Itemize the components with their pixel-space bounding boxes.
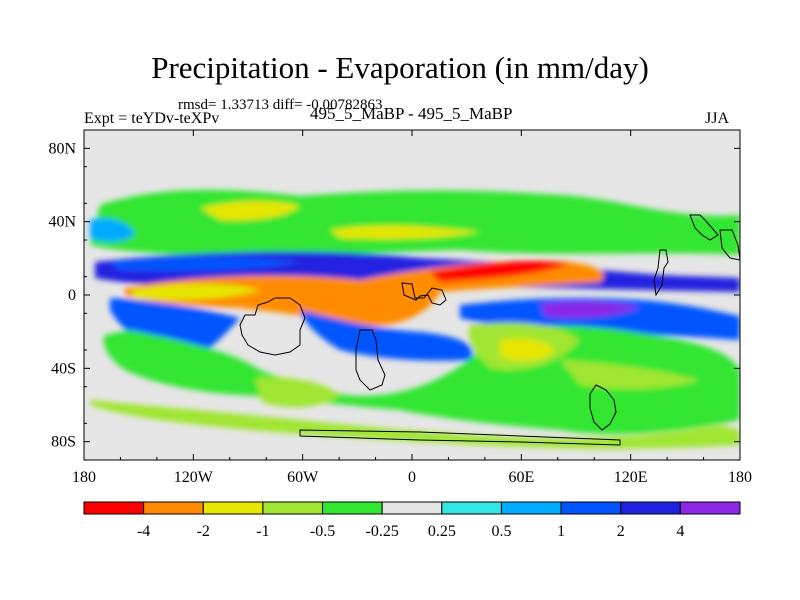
- colorbar-label: -0.25: [366, 523, 399, 540]
- contour-fill: [90, 189, 740, 449]
- colorbar-swatch: [441, 501, 502, 515]
- colorbar-label: 0.5: [491, 523, 511, 540]
- colorbar-label: -1: [256, 523, 269, 540]
- x-tick-label: 0: [408, 469, 416, 486]
- x-tick-label: 60W: [287, 469, 319, 486]
- x-tick-label: 180: [728, 469, 752, 486]
- y-tick-label: 0: [68, 287, 76, 304]
- colorbar-swatch: [560, 501, 622, 515]
- colorbar-swatch: [500, 501, 562, 515]
- colorbar-label: -0.5: [310, 523, 335, 540]
- y-tick-label: 80S: [51, 434, 76, 451]
- x-tick-label: 180: [72, 469, 96, 486]
- colorbar-label: 0.25: [428, 523, 456, 540]
- colorbar-label: 1: [557, 523, 565, 540]
- x-axis-ticks: 180 120W 60W 0 60E 120E 180: [72, 130, 752, 486]
- continent-outlines: [239, 214, 740, 446]
- colorbar-label: -4: [137, 523, 150, 540]
- colorbar-swatch: [381, 501, 443, 515]
- y-tick-label: 40S: [51, 360, 76, 377]
- chart-title: Precipitation - Evaporation (in mm/day): [151, 50, 649, 85]
- map-field: [84, 130, 740, 460]
- colorbar: -4 -2 -1 -0.5 -0.25 0.25 0.5 1 2 4: [83, 501, 741, 540]
- colorbar-label: -2: [197, 523, 210, 540]
- experiment-label: Expt = teYDv-teXPv: [84, 110, 220, 127]
- season-label: JJA: [705, 110, 730, 127]
- colorbar-swatch: [83, 501, 145, 515]
- y-tick-label: 80N: [48, 140, 76, 157]
- colorbar-swatch: [322, 501, 383, 515]
- colorbar-swatch: [143, 501, 204, 515]
- y-axis-ticks: 80N 40N 0 40S 80S: [48, 140, 740, 451]
- colorbar-label: 2: [617, 523, 625, 540]
- x-tick-label: 120W: [174, 469, 214, 486]
- colorbar-swatch: [202, 501, 264, 515]
- colorbar-swatch: [679, 501, 741, 515]
- x-tick-label: 120E: [614, 469, 648, 486]
- y-tick-label: 40N: [48, 214, 76, 231]
- colorbar-swatch: [262, 501, 324, 515]
- case-label: 495_5_MaBP - 495_5_MaBP: [310, 104, 513, 123]
- colorbar-swatch: [620, 501, 681, 515]
- colorbar-label: 4: [676, 523, 684, 540]
- x-tick-label: 60E: [508, 469, 534, 486]
- stats-text: rmsd= 1.33713 diff= -0.00782863: [178, 97, 383, 113]
